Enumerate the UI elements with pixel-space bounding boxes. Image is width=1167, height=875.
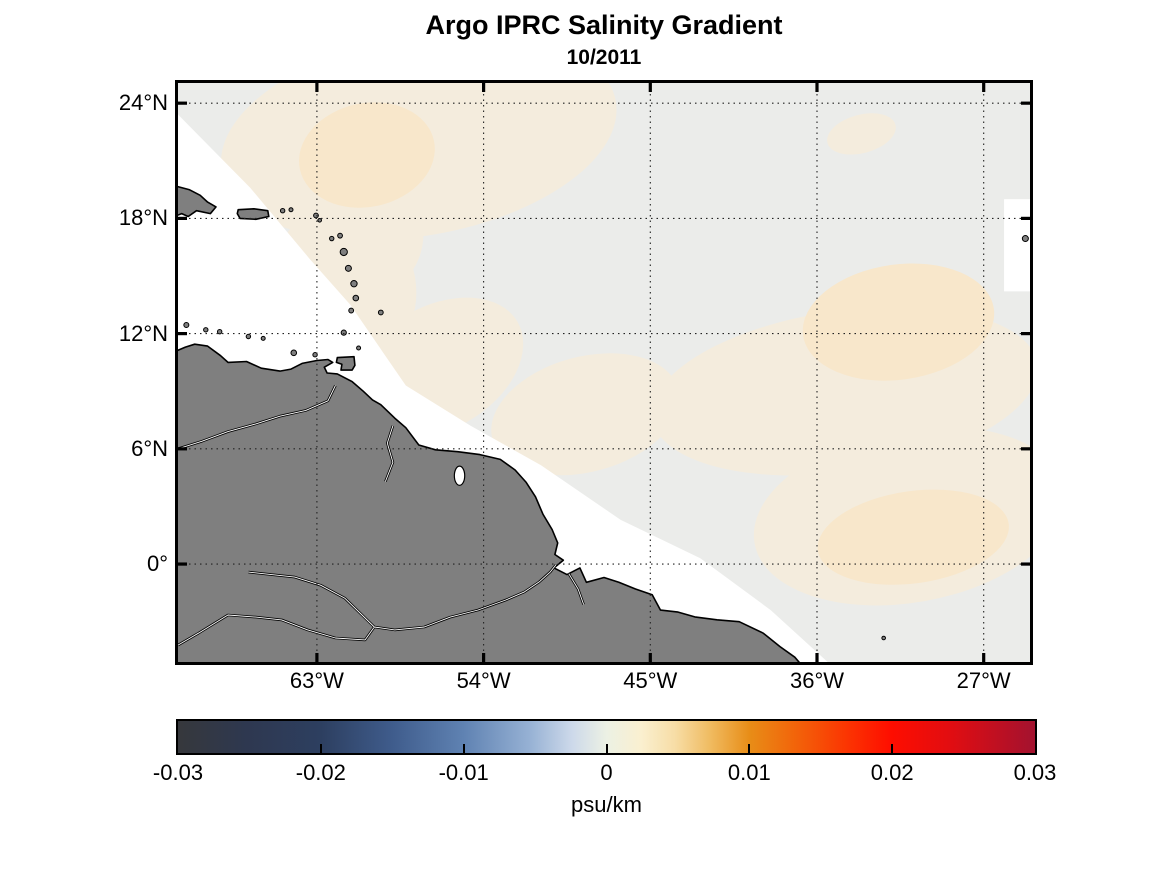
colorbar-tick (891, 744, 894, 753)
positive-gradient-patch (817, 489, 1009, 585)
colorbar-tick (462, 744, 465, 753)
small-island (881, 635, 886, 641)
x-tick-label: 63°W (289, 668, 344, 693)
river-orinoco-core (178, 385, 336, 450)
small-island (1021, 235, 1029, 243)
small-island (356, 345, 362, 351)
chart-subtitle: 10/2011 (566, 46, 642, 69)
land-hispaniola (178, 185, 217, 218)
river-rio_negro-core (248, 571, 375, 628)
x-tick-label: 36°W (789, 668, 845, 693)
small-island (312, 352, 318, 358)
small-island (260, 335, 266, 341)
small-island (290, 349, 298, 357)
y-tick-label: 24°N (118, 90, 168, 116)
river-para_branch-core (568, 573, 585, 605)
colorbar-tick-label: 0.03 (1013, 760, 1057, 785)
colorbar-tick (605, 744, 608, 753)
small-island (329, 235, 335, 242)
colorbar-tick-label: 0 (600, 760, 613, 785)
colorbar-tick-label: -0.01 (438, 760, 489, 785)
river-amazon-core (178, 564, 557, 646)
land-puerto-rico (236, 208, 270, 221)
colorbar (176, 719, 1037, 755)
small-island (245, 333, 252, 340)
small-island (183, 321, 190, 328)
small-island (377, 309, 384, 316)
small-island (288, 207, 294, 213)
x-tick-label: 45°W (623, 668, 678, 693)
land-south-america (178, 343, 800, 662)
y-tick-label: 0° (146, 551, 168, 577)
small-island (216, 328, 223, 335)
small-island (350, 279, 358, 288)
small-island (203, 327, 209, 333)
positive-gradient-patch (802, 263, 995, 381)
y-tick-label: 12°N (118, 320, 168, 346)
y-tick-label: 6°N (131, 435, 168, 461)
positive-gradient-patch (299, 102, 435, 208)
map-canvas (178, 83, 1030, 662)
colorbar-tick (319, 744, 322, 753)
small-island (344, 264, 352, 272)
y-tick-label: 18°N (118, 205, 168, 231)
small-island (279, 208, 286, 214)
colorbar-tick-label: 0.02 (870, 760, 914, 785)
map-plot-area (175, 80, 1033, 665)
river-essequibo-core (384, 425, 394, 482)
small-island (352, 294, 360, 302)
colorbar-tick (748, 744, 751, 753)
no-data-notch (1004, 199, 1030, 292)
lake (453, 465, 466, 486)
small-island (317, 218, 322, 223)
colorbar-tick-label: -0.03 (152, 760, 204, 785)
x-tick-label: 54°W (456, 668, 511, 693)
colorbar-tick-label: -0.02 (295, 760, 346, 785)
small-island (313, 212, 319, 219)
small-island (348, 307, 355, 314)
colorbar-unit-label: psu/km (571, 792, 642, 817)
small-island (340, 329, 347, 336)
x-tick-label: 27°W (956, 668, 1011, 693)
small-island (339, 247, 348, 257)
land-trinidad (335, 355, 356, 371)
chart-title: Argo IPRC Salinity Gradient (425, 10, 783, 40)
small-island (337, 232, 343, 239)
positive-gradient-patch (491, 353, 680, 476)
positive-gradient-patch (827, 113, 896, 155)
colorbar-tick-label: 0.01 (727, 760, 771, 785)
